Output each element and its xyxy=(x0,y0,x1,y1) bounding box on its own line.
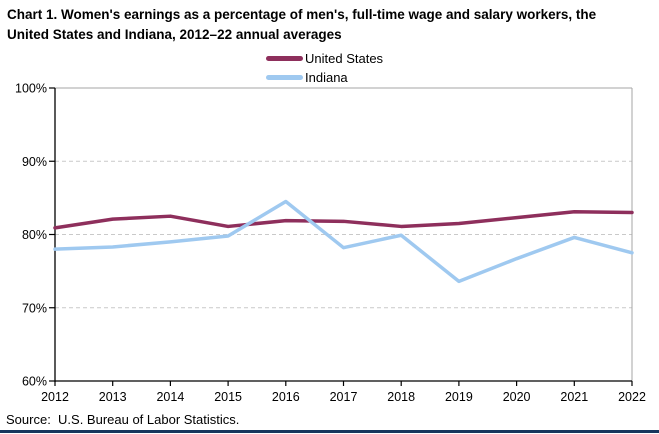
x-axis-label: 2012 xyxy=(41,390,69,404)
y-axis-label: 100% xyxy=(15,82,47,96)
x-axis-label: 2016 xyxy=(272,390,300,404)
legend-item-indiana: Indiana xyxy=(266,69,383,85)
source-note: Source: U.S. Bureau of Labor Statistics. xyxy=(6,412,240,427)
legend-label-united-states: United States xyxy=(305,50,384,66)
x-axis-label: 2021 xyxy=(560,390,588,404)
y-axis-label: 70% xyxy=(22,301,47,315)
x-axis-label: 2014 xyxy=(156,390,184,404)
bottom-rule xyxy=(0,430,659,433)
x-axis-label: 2019 xyxy=(445,390,473,404)
x-axis-label: 2020 xyxy=(503,390,531,404)
x-axis-label: 2017 xyxy=(330,390,358,404)
chart-title: Chart 1. Women's earnings as a percentag… xyxy=(7,7,597,42)
x-axis-label: 2013 xyxy=(99,390,127,404)
legend-item-united-states: United States xyxy=(266,50,383,66)
indiana-line-swatch xyxy=(266,74,303,80)
y-axis-label: 90% xyxy=(22,155,47,169)
x-axis-label: 2015 xyxy=(214,390,242,404)
x-axis-label: 2022 xyxy=(618,390,646,404)
legend: United States Indiana xyxy=(266,50,383,85)
united-states-line xyxy=(53,210,634,230)
united-states-line-swatch xyxy=(266,55,303,61)
indiana-line xyxy=(53,199,634,284)
y-axis-label: 60% xyxy=(22,375,47,389)
x-axis-label: 2018 xyxy=(387,390,415,404)
legend-label-indiana: Indiana xyxy=(305,69,348,85)
y-axis-label: 80% xyxy=(22,228,47,242)
